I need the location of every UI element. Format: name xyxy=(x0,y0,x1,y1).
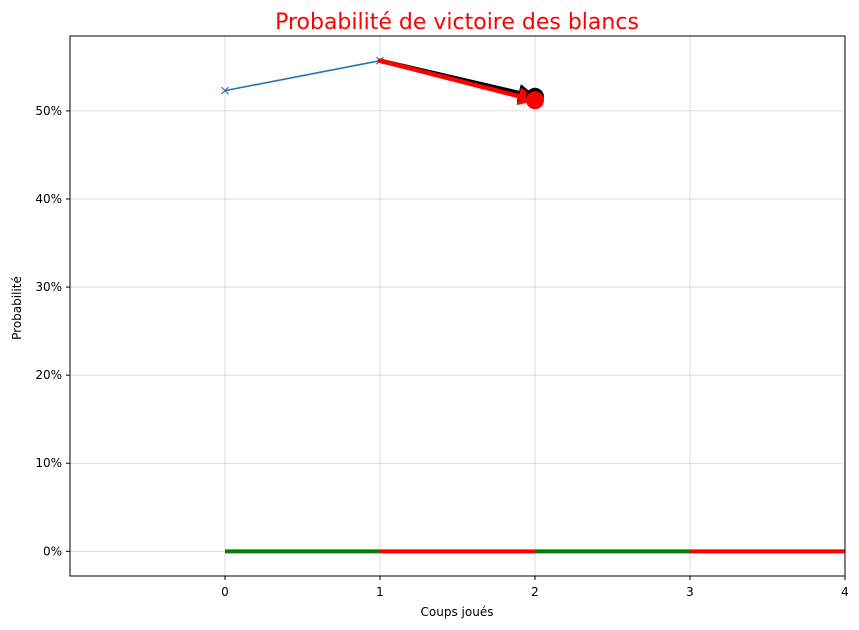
y-axis-label: Probabilité xyxy=(10,276,24,340)
x-tick-label: 1 xyxy=(376,585,384,599)
arrow-layer xyxy=(377,58,544,110)
x-axis-ticks: 0 1 2 3 4 xyxy=(221,576,849,599)
plot-area xyxy=(70,36,845,576)
x-tick-label: 2 xyxy=(531,585,539,599)
end-marker xyxy=(526,91,544,110)
y-tick-label: 10% xyxy=(35,456,62,470)
y-tick-label: 0% xyxy=(43,544,62,558)
y-tick-label: 40% xyxy=(35,192,62,206)
y-tick-label: 30% xyxy=(35,280,62,294)
y-tick-label: 20% xyxy=(35,368,62,382)
x-tick-label: 0 xyxy=(221,585,229,599)
data-point-x-stroke xyxy=(221,86,229,95)
data-point xyxy=(221,86,229,95)
x-tick-label: 4 xyxy=(841,585,849,599)
x-axis-label: Coups joués xyxy=(421,605,494,619)
y-axis-ticks: 0% 10% 20% 30% 40% 50% xyxy=(35,104,70,558)
move-arrow-shaft xyxy=(377,58,522,99)
x-tick-label: 3 xyxy=(686,585,694,599)
chart-title: Probabilité de victoire des blancs xyxy=(275,10,639,35)
plot-frame xyxy=(69,35,846,577)
series-line xyxy=(224,59,381,92)
y-tick-label: 50% xyxy=(35,104,62,118)
